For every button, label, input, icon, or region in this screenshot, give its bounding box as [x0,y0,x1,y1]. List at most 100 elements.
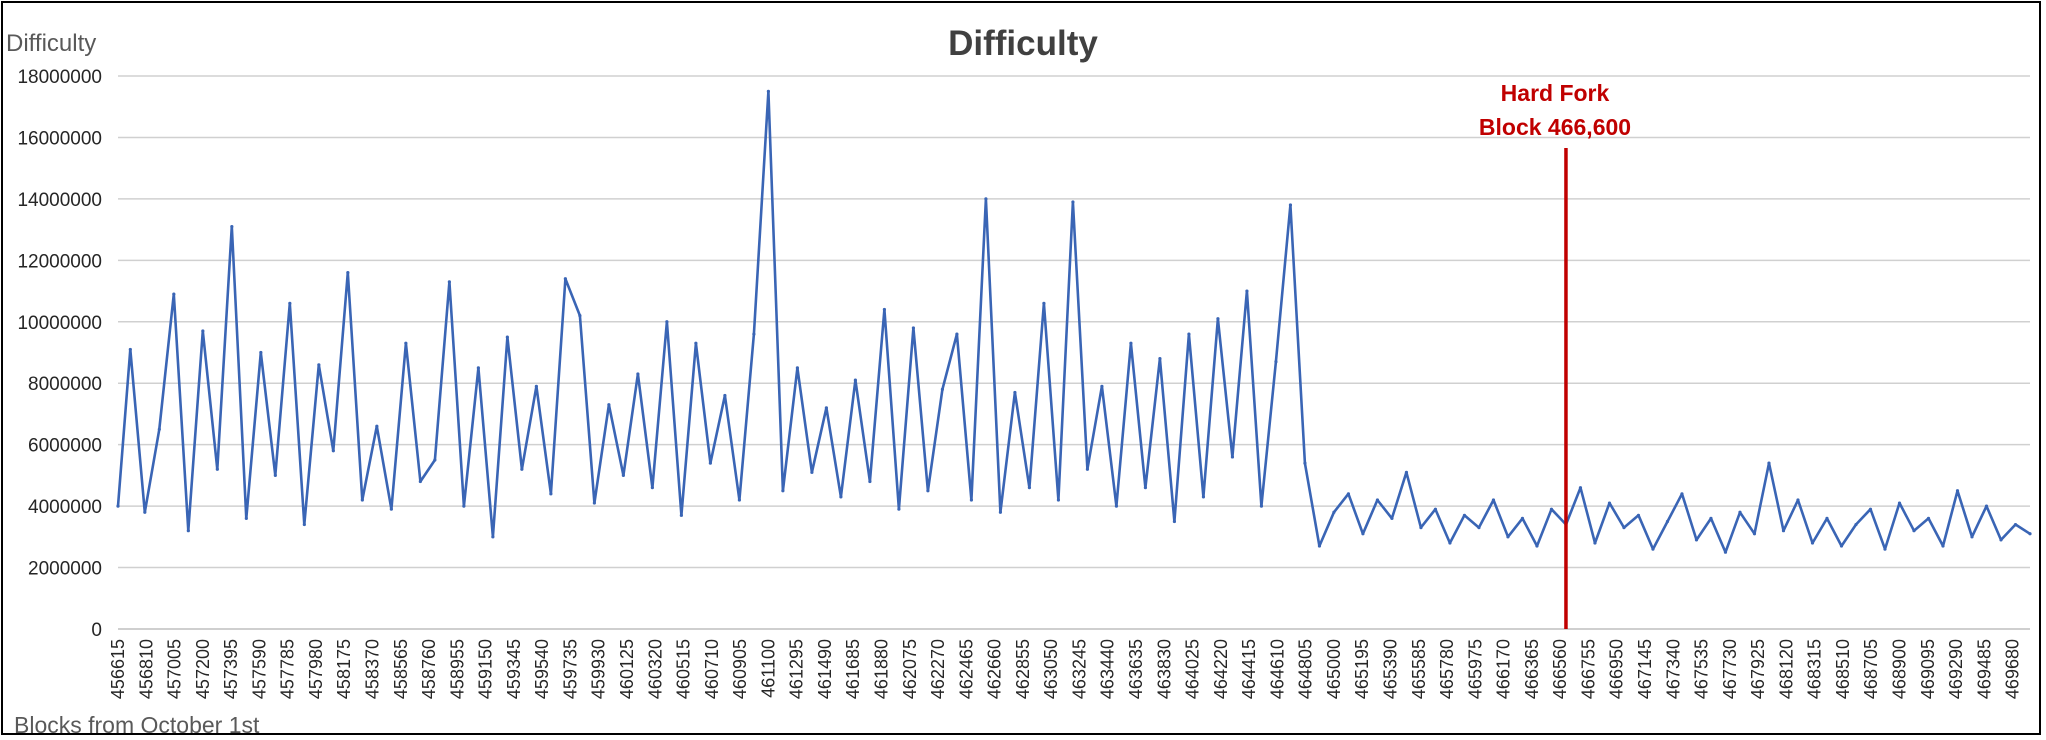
y-axis-label: Difficulty [6,30,97,57]
difficulty-data-point [1549,507,1554,511]
x-tick-label: 459345 [504,639,524,699]
x-tick-label: 460515 [674,639,694,699]
difficulty-data-point [172,292,176,296]
difficulty-data-point [752,332,756,336]
x-tick-label: 463440 [1098,639,1118,699]
difficulty-data-point [244,516,248,521]
hard-fork-annotation: Hard Fork Block 466,600 [1450,76,1660,144]
difficulty-data-point [462,504,466,508]
y-tick-label: 8000000 [28,374,102,395]
difficulty-data-point [1143,486,1148,490]
difficulty-data-point [940,387,945,391]
difficulty-data-point [563,277,567,281]
x-tick-label: 461100 [758,639,778,698]
difficulty-data-point [1129,341,1133,345]
x-tick-label: 468510 [1833,639,1853,699]
x-tick-label: 465975 [1465,639,1485,699]
difficulty-data-point [389,507,393,511]
difficulty-data-point [1230,455,1235,459]
difficulty-data-point [418,479,422,484]
difficulty-data-point [288,301,292,305]
difficulty-data-point [157,427,161,431]
x-tick-label: 464610 [1267,639,1287,699]
x-tick-label: 468705 [1861,639,1881,699]
x-tick-label: 464415 [1239,639,1259,699]
difficulty-data-point [1883,547,1887,551]
x-tick-label: 457785 [278,639,298,699]
difficulty-data-point [737,498,741,502]
x-tick-label: 458565 [391,639,411,699]
difficulty-data-point [1172,519,1177,524]
difficulty-data-point [1462,513,1467,517]
difficulty-data-point [1419,526,1423,530]
y-tick-label: 2000000 [28,559,102,580]
y-tick-label: 18000000 [17,67,102,88]
x-tick-label: 457200 [193,639,213,699]
x-tick-label: 467730 [1720,639,1740,699]
difficulty-data-point [1665,519,1670,524]
x-tick-label: 469485 [1974,639,1994,699]
x-tick-label: 458760 [419,639,439,699]
difficulty-data-point [621,473,625,477]
difficulty-data-point [1100,384,1104,388]
difficulty-data-point [2028,532,2032,536]
difficulty-data-point [1839,544,1844,548]
difficulty-data-point [549,492,553,496]
difficulty-data-point [969,498,974,502]
difficulty-data-point [1216,317,1220,321]
x-axis-label: Blocks from October 1st [14,712,260,738]
x-tick-label: 461685 [843,639,863,699]
difficulty-data-point [926,489,930,493]
x-axis-ticks: 456615 456810 457005 457200 457395 457590 4577… [108,639,2023,699]
x-tick-label: 461490 [815,639,835,699]
difficulty-data-point [1245,289,1249,293]
difficulty-data-point [1288,203,1293,207]
difficulty-data-point [694,341,698,345]
difficulty-data-point [1027,486,1032,490]
difficulty-data-point [1694,538,1699,542]
difficulty-data-point [1912,529,1916,533]
difficulty-data-point [1897,501,1902,505]
difficulty-data-point [897,507,901,511]
y-tick-label: 10000000 [17,313,102,334]
y-tick-label: 0 [91,620,102,641]
difficulty-data-point [607,403,611,407]
x-tick-label: 467340 [1663,639,1683,699]
difficulty-data-point [404,341,408,345]
difficulty-data-point [1955,489,1960,493]
difficulty-data-point [1346,492,1351,496]
difficulty-data-point [1970,535,1974,539]
hard-fork-annotation-line-1: Hard Fork [1500,80,1610,106]
x-tick-label: 458175 [334,639,354,699]
difficulty-data-point [1680,492,1684,496]
difficulty-data-point [1448,541,1452,545]
difficulty-data-point [491,535,495,539]
x-tick-label: 462075 [900,639,920,699]
difficulty-data-point [1622,526,1626,530]
x-tick-label: 465195 [1352,639,1372,699]
difficulty-data-point [911,326,915,330]
difficulty-data-point [1056,498,1061,502]
x-tick-label: 469095 [1918,639,1938,699]
difficulty-data-point [230,224,234,229]
gridlines [118,75,2030,630]
x-tick-label: 459930 [589,639,609,699]
chart-title: Difficulty [948,24,1098,63]
x-tick-label: 457005 [165,639,185,699]
difficulty-data-point [1042,301,1046,305]
difficulty-data-point [128,347,132,352]
difficulty-data-point [375,424,379,428]
difficulty-data-point [116,504,120,508]
x-tick-label: 460125 [617,639,637,699]
difficulty-data-point [273,473,277,477]
difficulty-data-point [1071,200,1075,204]
x-tick-label: 468120 [1776,639,1796,699]
difficulty-data-point [1520,516,1525,521]
difficulty-data-point [1085,467,1090,471]
difficulty-data-point [868,479,872,484]
difficulty-data-point [1796,498,1800,502]
difficulty-data-point [1999,538,2003,542]
difficulty-data-point [360,498,364,502]
difficulty-data-point [1868,507,1873,511]
